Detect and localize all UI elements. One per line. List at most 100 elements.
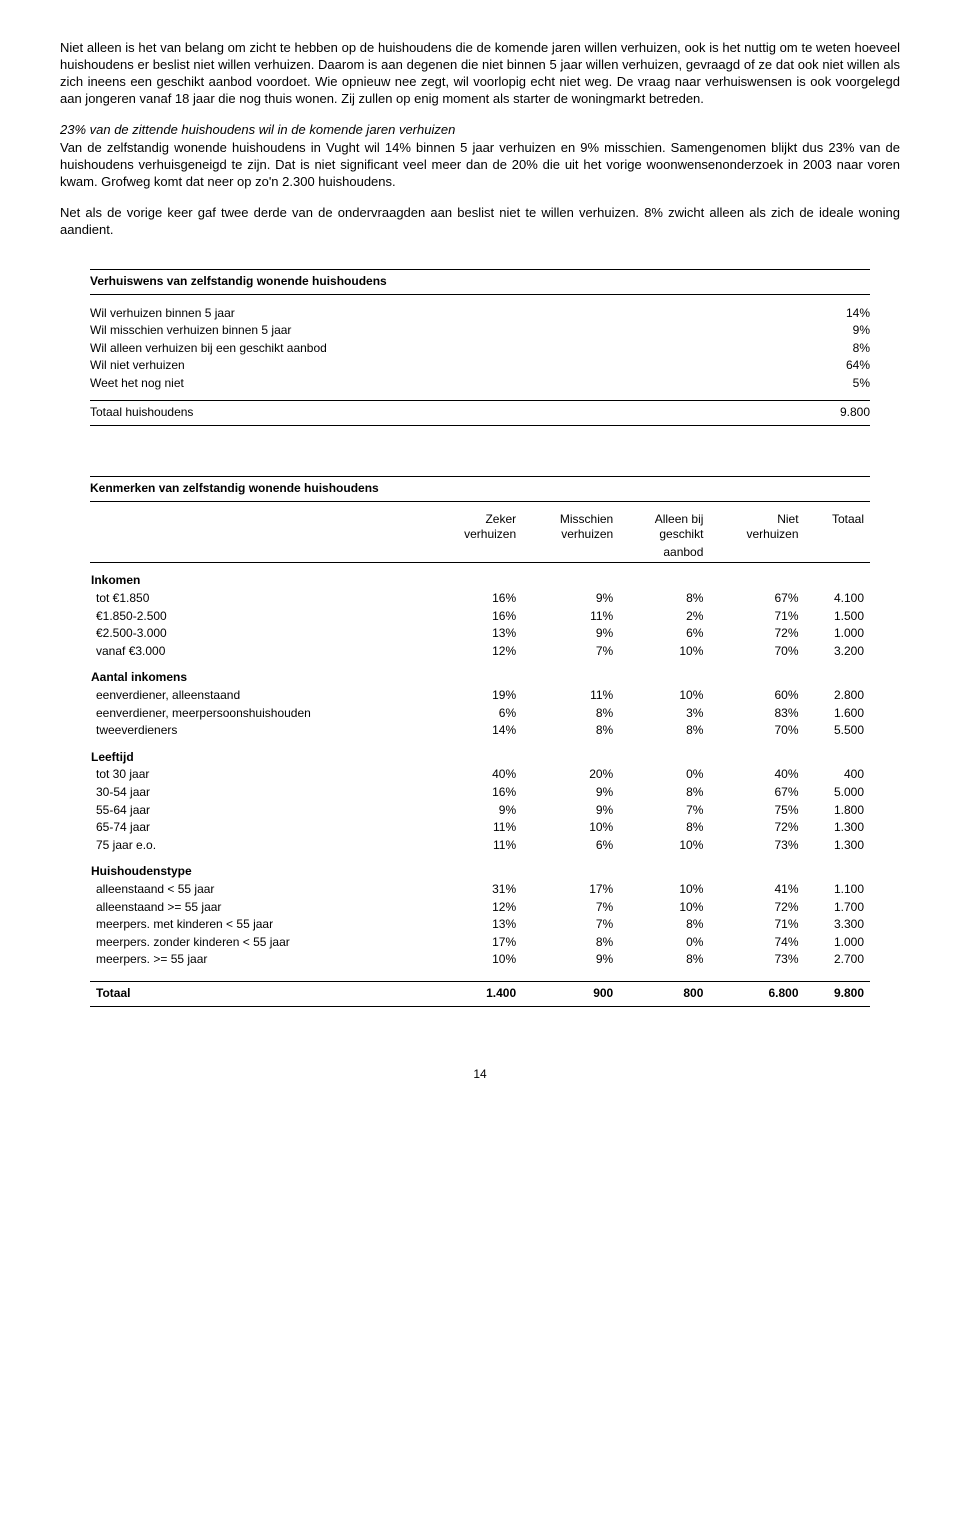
table2-cell: 10%	[619, 899, 709, 917]
table1-row-label: Wil verhuizen binnen 5 jaar	[90, 305, 810, 323]
table2-cell: 10%	[619, 687, 709, 705]
table2-cell: 8%	[522, 934, 619, 952]
table2-cell: 12%	[427, 643, 522, 661]
table2-cell: 3%	[619, 705, 709, 723]
table2-row: tot 30 jaar40%20%0%40%400	[90, 766, 870, 784]
table1: Verhuiswens van zelfstandig wonende huis…	[90, 269, 870, 426]
t2-total-v0: 1.400	[427, 981, 522, 1006]
table2-row: alleenstaand >= 55 jaar12%7%10%72%1.700	[90, 899, 870, 917]
table2-cell: 6%	[619, 625, 709, 643]
table2-row-label: €1.850-2.500	[90, 608, 427, 626]
table1-row: Wil misschien verhuizen binnen 5 jaar9%	[90, 322, 870, 340]
table2-row-label: alleenstaand < 55 jaar	[90, 881, 427, 899]
table2-cell: 31%	[427, 881, 522, 899]
paragraph-2b: Net als de vorige keer gaf twee derde va…	[60, 205, 900, 239]
table2-section-header: Aantal inkomens	[90, 660, 870, 687]
table2-cell: 1.300	[805, 819, 870, 837]
table2-cell: 7%	[522, 916, 619, 934]
table2-row: 65-74 jaar11%10%8%72%1.300	[90, 819, 870, 837]
table1-row-label: Wil alleen verhuizen bij een geschikt aa…	[90, 340, 810, 358]
table2-cell: 83%	[709, 705, 804, 723]
table2-row: meerpers. zonder kinderen < 55 jaar17%8%…	[90, 934, 870, 952]
t2-total-v1: 900	[522, 981, 619, 1006]
table2-cell: 400	[805, 766, 870, 784]
table1-row: Weet het nog niet5%	[90, 375, 870, 393]
table2-cell: 6%	[522, 837, 619, 855]
table2-row: €1.850-2.50016%11%2%71%1.500	[90, 608, 870, 626]
table2-row-label: meerpers. >= 55 jaar	[90, 951, 427, 969]
table1-row-label: Weet het nog niet	[90, 375, 810, 393]
table2-cell: 0%	[619, 934, 709, 952]
table2-cell: 1.000	[805, 625, 870, 643]
table2-cell: 3.300	[805, 916, 870, 934]
table2-row: eenverdiener, alleenstaand19%11%10%60%2.…	[90, 687, 870, 705]
table2-section-header: Huishoudenstype	[90, 854, 870, 881]
th-zeker1: Zeker	[427, 512, 522, 528]
table2-cell: 9%	[522, 625, 619, 643]
table2-cell: 9%	[522, 590, 619, 608]
table2-cell: 17%	[427, 934, 522, 952]
table1-row-pct: 14%	[810, 305, 870, 323]
table1-total-label: Totaal huishoudens	[90, 401, 810, 426]
table2-cell: 13%	[427, 625, 522, 643]
table2-cell: 11%	[427, 819, 522, 837]
table2-row-label: €2.500-3.000	[90, 625, 427, 643]
table2-cell: 8%	[522, 722, 619, 740]
table1-title: Verhuiswens van zelfstandig wonende huis…	[90, 269, 870, 294]
table1-row-label: Wil niet verhuizen	[90, 357, 810, 375]
th-misschien1: Misschien	[522, 512, 619, 528]
table2-row-label: tot 30 jaar	[90, 766, 427, 784]
t2-total-v3: 6.800	[709, 981, 804, 1006]
th-alleen1: Alleen bij	[619, 512, 709, 528]
table2-row-label: 30-54 jaar	[90, 784, 427, 802]
table2-cell: 3.200	[805, 643, 870, 661]
table2-cell: 8%	[522, 705, 619, 723]
table2-row-label: vanaf €3.000	[90, 643, 427, 661]
table2-cell: 9%	[427, 802, 522, 820]
table2-row-label: eenverdiener, meerpersoonshuishouden	[90, 705, 427, 723]
table2-cell: 11%	[427, 837, 522, 855]
table2-cell: 9%	[522, 784, 619, 802]
table2-cell: 1.000	[805, 934, 870, 952]
table2-cell: 72%	[709, 899, 804, 917]
table2-cell: 8%	[619, 590, 709, 608]
table2-cell: 40%	[427, 766, 522, 784]
table2-cell: 2%	[619, 608, 709, 626]
table2-cell: 10%	[619, 643, 709, 661]
table1-row-label: Wil misschien verhuizen binnen 5 jaar	[90, 322, 810, 340]
table2-cell: 70%	[709, 722, 804, 740]
table1-wrap: Verhuiswens van zelfstandig wonende huis…	[90, 269, 870, 426]
table2-row-label: eenverdiener, alleenstaand	[90, 687, 427, 705]
th-zeker2: verhuizen	[427, 527, 522, 543]
table2-section-name: Inkomen	[90, 563, 870, 590]
table2-cell: 10%	[619, 881, 709, 899]
table2-cell: 40%	[709, 766, 804, 784]
table2-row: meerpers. >= 55 jaar10%9%8%73%2.700	[90, 951, 870, 969]
table2-cell: 11%	[522, 608, 619, 626]
table2-cell: 0%	[619, 766, 709, 784]
table1-row-pct: 64%	[810, 357, 870, 375]
table2-row-label: 75 jaar e.o.	[90, 837, 427, 855]
table2-row-label: tweeverdieners	[90, 722, 427, 740]
table2-cell: 16%	[427, 784, 522, 802]
table2-cell: 72%	[709, 819, 804, 837]
table2-cell: 16%	[427, 590, 522, 608]
table2-row-label: 55-64 jaar	[90, 802, 427, 820]
page-number: 14	[60, 1067, 900, 1083]
th-alleen2: geschikt	[619, 527, 709, 543]
table2-cell: 1.500	[805, 608, 870, 626]
table2-cell: 5.000	[805, 784, 870, 802]
table2-cell: 10%	[619, 837, 709, 855]
table2-row: eenverdiener, meerpersoonshuishouden6%8%…	[90, 705, 870, 723]
th-misschien2: verhuizen	[522, 527, 619, 543]
table2-section-name: Leeftijd	[90, 740, 870, 767]
table2-cell: 6%	[427, 705, 522, 723]
table1-row: Wil alleen verhuizen bij een geschikt aa…	[90, 340, 870, 358]
table2-cell: 9%	[522, 802, 619, 820]
table1-row-pct: 9%	[810, 322, 870, 340]
table2-row: 55-64 jaar9%9%7%75%1.800	[90, 802, 870, 820]
table2-cell: 13%	[427, 916, 522, 934]
table2-row-label: tot €1.850	[90, 590, 427, 608]
table2-cell: 10%	[522, 819, 619, 837]
table2-cell: 1.700	[805, 899, 870, 917]
